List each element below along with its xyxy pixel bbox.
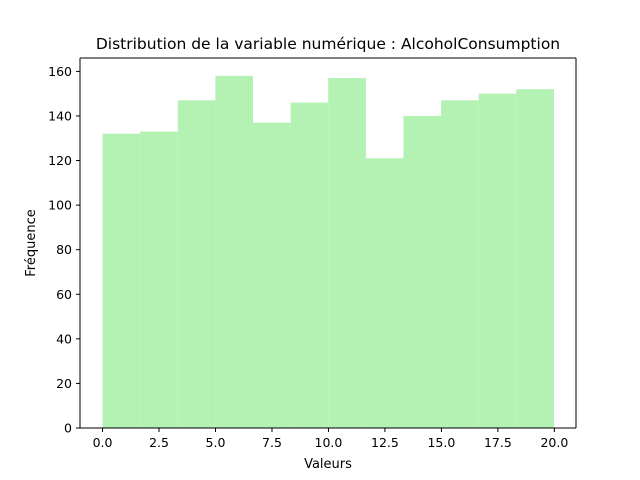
x-axis-ticks: 0.0 2.5 5.0 7.5 10.0 12.5 15.0 17.5 20.0 [93,428,568,450]
histogram-bar [177,100,216,428]
y-tick-label: 60 [56,287,72,302]
histogram-bar [441,100,479,428]
y-tick-label: 120 [48,153,72,168]
y-tick-label: 140 [48,108,72,123]
x-axis-label: Valeurs [304,457,352,472]
y-tick-label: 20 [56,376,72,391]
x-tick-label: 2.5 [149,435,169,450]
chart-title: Distribution de la variable numérique : … [96,35,560,53]
y-tick-label: 160 [48,64,72,79]
x-tick-label: 15.0 [427,435,455,450]
y-axis-label: Fréquence [24,209,39,276]
histogram-bar [403,115,442,428]
histogram-bar [140,131,178,429]
histogram-bar [365,158,404,428]
axes-frame [79,57,577,429]
histogram-bar [253,122,291,429]
histogram-bar [328,78,366,428]
histogram-bar [215,75,254,428]
x-tick-label: 0.0 [93,435,113,450]
x-tick-label: 10.0 [315,435,343,450]
y-tick-label: 80 [56,242,72,257]
y-axis-ticks: 0 20 40 60 80 100 120 140 160 [48,64,80,436]
x-tick-label: 5.0 [206,435,226,450]
x-tick-label: 12.5 [371,435,399,450]
x-tick-label: 20.0 [540,435,568,450]
bars-group [102,75,554,429]
histogram-bar [290,102,329,429]
x-tick-label: 7.5 [262,435,282,450]
x-tick-label: 17.5 [484,435,512,450]
histogram-bar [516,89,554,428]
y-tick-label: 0 [64,421,72,436]
y-tick-label: 100 [48,198,72,213]
histogram-bar [478,93,517,428]
y-tick-label: 40 [56,331,72,346]
histogram-bar [102,133,141,428]
